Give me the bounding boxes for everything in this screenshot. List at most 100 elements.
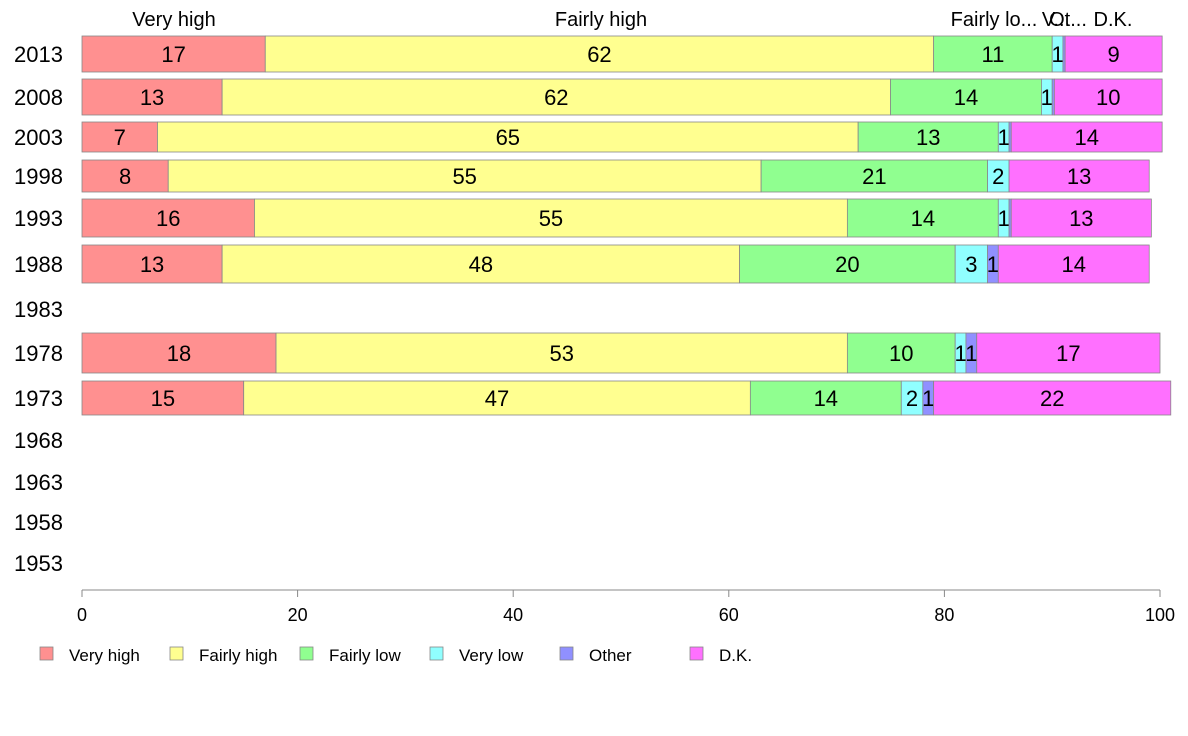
year-label-2008: 2008: [14, 85, 63, 110]
year-label-2003: 2003: [14, 125, 63, 150]
data-label-1973-other: 1: [922, 386, 934, 411]
top-label-4: Ot...: [1049, 9, 1087, 31]
bar-1998-fairly-high: [167, 159, 762, 193]
bar-1973-fairly-low: [749, 380, 902, 416]
data-label-1978-very-low: 1: [954, 341, 966, 366]
legend-swatch-very-low: [429, 646, 444, 661]
bar-1993-very-high: [81, 198, 255, 238]
year-label-1953: 1953: [14, 551, 63, 576]
legend-label-d-k-: D.K.: [719, 646, 752, 665]
data-label-1973-very-low: 2: [906, 386, 918, 411]
data-label-2003-d-k-: 14: [1074, 125, 1098, 150]
bar-2008-very-high: [81, 78, 223, 116]
x-axis: 0 20 40 60 80 100: [77, 589, 1175, 625]
year-label-1973: 1973: [14, 386, 63, 411]
bar-2003-fairly-high: [157, 121, 859, 153]
data-label-2003-very-low: 1: [998, 125, 1010, 150]
legend: Very high Fairly high Fairly low Very low Ot…: [39, 646, 752, 665]
data-label-1978-fairly-low: 10: [889, 341, 913, 366]
data-label-2003-fairly-low: 13: [916, 125, 940, 150]
data-label-2003-fairly-high: 65: [496, 125, 520, 150]
x-tick-label-100: 100: [1145, 605, 1175, 625]
data-label-1973-fairly-low: 14: [814, 386, 838, 411]
data-label-1988-fairly-high: 48: [469, 252, 493, 277]
data-label-1988-very-low: 3: [965, 252, 977, 277]
legend-label-other: Other: [589, 646, 632, 665]
data-label-1993-fairly-high: 55: [539, 206, 563, 231]
data-label-2013-d-k-: 9: [1108, 42, 1120, 67]
data-label-1993-very-low: 1: [998, 206, 1010, 231]
bar-2003-d-k-: [1010, 121, 1163, 153]
legend-label-fairly-high: Fairly high: [199, 646, 277, 665]
bar-2008-fairly-high: [221, 78, 891, 116]
data-label-1978-d-k-: 17: [1056, 341, 1080, 366]
data-label-2008-d-k-: 10: [1096, 85, 1120, 110]
data-label-1998-very-high: 8: [119, 164, 131, 189]
bar-1973-very-high: [81, 380, 245, 416]
bar-2008-fairly-low: [890, 78, 1042, 116]
legend-swatch-very-high: [39, 646, 54, 661]
data-label-1998-fairly-high: 55: [452, 164, 476, 189]
bar-1988-very-high: [81, 244, 223, 284]
top-label-0: Very high: [132, 9, 215, 31]
top-label-1: Fairly high: [555, 9, 647, 31]
year-label-1968: 1968: [14, 428, 63, 453]
year-label-1988: 1988: [14, 252, 63, 277]
bar-2013-d-k-: [1064, 35, 1163, 73]
data-label-1998-fairly-low: 21: [862, 164, 886, 189]
bar-1988-fairly-high: [221, 244, 740, 284]
year-label-1998: 1998: [14, 164, 63, 189]
x-tick-label-60: 60: [719, 605, 739, 625]
data-label-1988-other: 1: [987, 252, 999, 277]
legend-swatch-other: [559, 646, 574, 661]
bar-1988-d-k-: [997, 244, 1150, 284]
data-label-1993-fairly-low: 14: [911, 206, 935, 231]
data-label-1988-fairly-low: 20: [835, 252, 859, 277]
bar-1993-fairly-high: [254, 198, 848, 238]
data-label-2013-very-high: 17: [161, 42, 185, 67]
year-label-1993: 1993: [14, 206, 63, 231]
year-label-1978: 1978: [14, 341, 63, 366]
legend-label-fairly-low: Fairly low: [329, 646, 402, 665]
data-label-2008-very-high: 13: [140, 85, 164, 110]
data-label-1998-d-k-: 13: [1067, 164, 1091, 189]
top-label-3: V...: [1042, 9, 1070, 31]
top-label-5: D.K.: [1094, 9, 1133, 31]
data-label-2013-very-low: 1: [1051, 42, 1063, 67]
bar-2013-very-high: [81, 35, 266, 73]
bar-2013-fairly-low: [933, 35, 1053, 73]
bar-1998-d-k-: [1008, 159, 1150, 193]
bar-1993-fairly-low: [846, 198, 999, 238]
data-label-2008-fairly-low: 14: [954, 85, 978, 110]
bar-1978-fairly-high: [275, 332, 848, 374]
bar-1988-fairly-low: [739, 244, 956, 284]
year-label-2013: 2013: [14, 42, 63, 67]
data-label-2003-very-high: 7: [114, 125, 126, 150]
bar-2008-d-k-: [1053, 78, 1163, 116]
year-label-1983: 1983: [14, 297, 63, 322]
legend-swatch-fairly-low: [299, 646, 314, 661]
data-label-1973-very-high: 15: [151, 386, 175, 411]
year-label-1958: 1958: [14, 510, 63, 535]
data-label-1988-very-high: 13: [140, 252, 164, 277]
data-label-1993-d-k-: 13: [1069, 206, 1093, 231]
data-label-1993-very-high: 16: [156, 206, 180, 231]
x-tick-label-40: 40: [503, 605, 523, 625]
bar-1998-fairly-low: [760, 159, 988, 193]
data-label-2013-fairly-high: 62: [587, 42, 611, 67]
data-label-1998-very-low: 2: [992, 164, 1004, 189]
data-label-2008-fairly-high: 62: [544, 85, 568, 110]
legend-label-very-low: Very low: [459, 646, 524, 665]
top-label-2: Fairly lo...: [951, 9, 1038, 31]
bar-2003-fairly-low: [857, 121, 999, 153]
data-label-1988-d-k-: 14: [1062, 252, 1086, 277]
legend-label-very-high: Very high: [69, 646, 140, 665]
bar-1998-very-high: [81, 159, 169, 193]
x-tick-label-80: 80: [934, 605, 954, 625]
bar-1973-d-k-: [933, 380, 1172, 416]
data-label-1973-fairly-high: 47: [485, 386, 509, 411]
bar-1993-d-k-: [1010, 198, 1152, 238]
data-label-1978-fairly-high: 53: [549, 341, 573, 366]
